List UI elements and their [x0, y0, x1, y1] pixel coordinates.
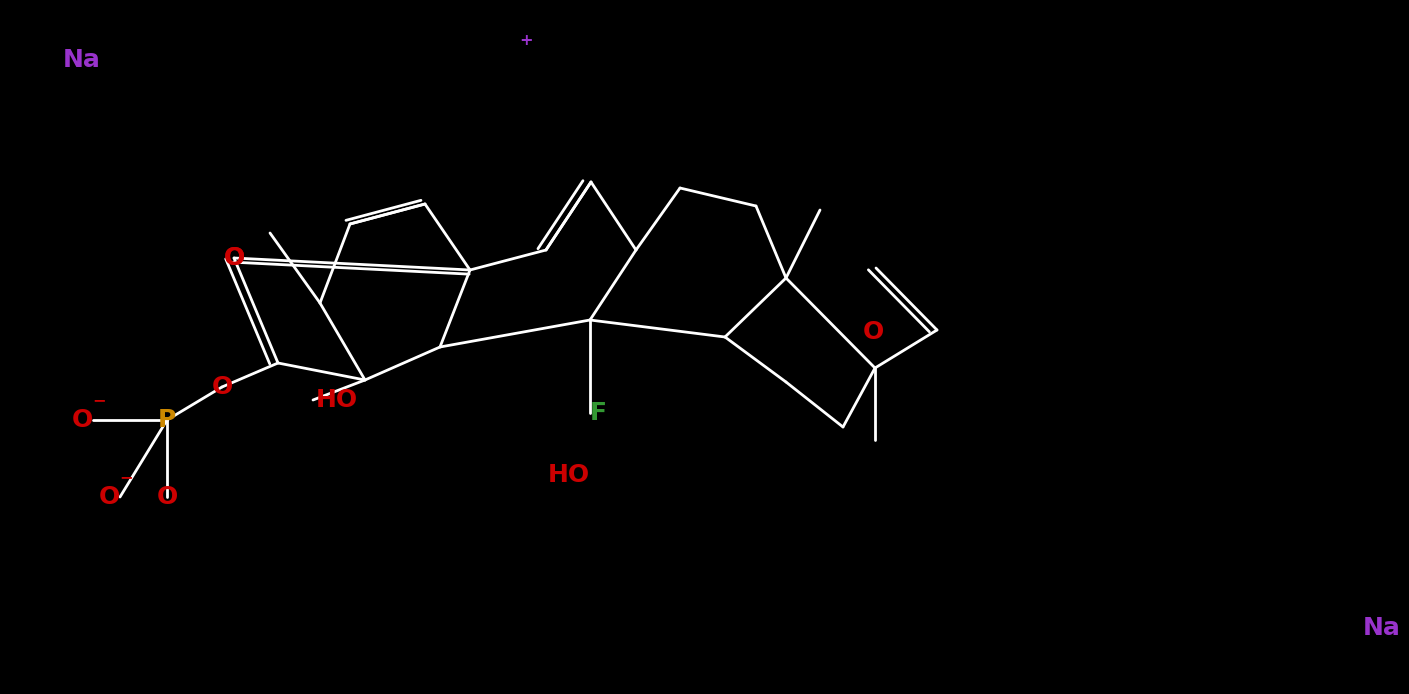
Text: −: − [92, 393, 106, 408]
Text: +: + [520, 33, 534, 48]
Text: O: O [224, 246, 245, 270]
Text: O: O [211, 375, 232, 399]
Text: O: O [72, 408, 93, 432]
Text: Na: Na [63, 48, 101, 72]
Text: Na: Na [1363, 616, 1401, 640]
Text: −: − [118, 470, 132, 485]
Text: O: O [99, 485, 120, 509]
Text: P: P [158, 408, 176, 432]
Text: O: O [156, 485, 178, 509]
Text: O: O [224, 246, 245, 270]
Text: F: F [590, 401, 607, 425]
Text: HO: HO [316, 388, 358, 412]
Text: O: O [862, 320, 883, 344]
Text: HO: HO [548, 463, 590, 487]
